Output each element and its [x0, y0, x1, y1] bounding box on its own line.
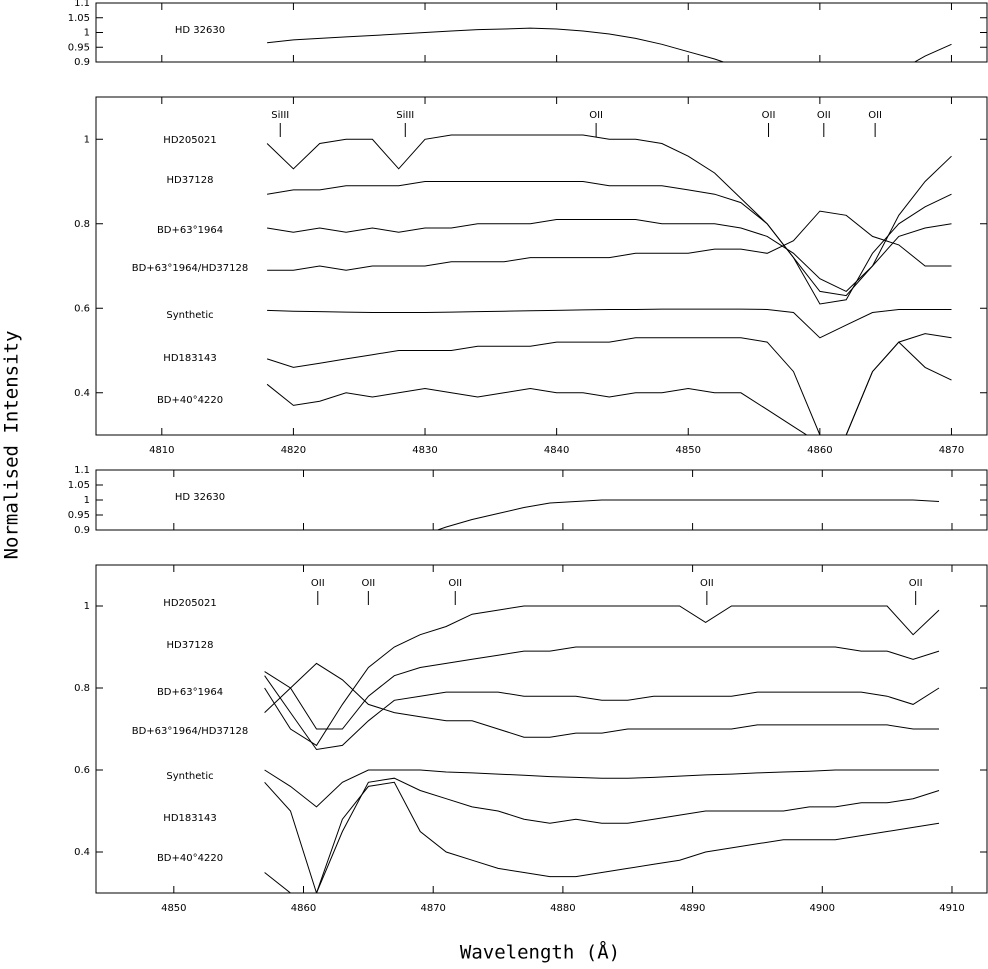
spectrum: [267, 210, 952, 271]
spectrum: [264, 769, 939, 808]
spectrum: [264, 781, 940, 893]
series-label: BD+40°4220: [157, 395, 223, 406]
spectrum: [264, 662, 939, 738]
y-tick-label: 0.6: [74, 303, 90, 314]
series-label: BD+40°4220: [157, 853, 223, 864]
x-tick-label: 4880: [550, 903, 575, 914]
x-tick-label: 4910: [939, 903, 964, 914]
y-axis-label: Normalised Intensity: [1, 331, 23, 560]
x-tick-label: 4820: [281, 445, 306, 456]
spectrum: [266, 134, 952, 297]
series-label: Synthetic: [166, 771, 213, 782]
line-id-label: OII: [909, 578, 923, 589]
x-tick-label: 4860: [291, 903, 316, 914]
line-id-label: OII: [589, 110, 603, 121]
y-tick-label: 1.05: [68, 480, 90, 491]
y-tick-label: 0.9: [74, 525, 90, 536]
line-id-label: SiIII: [396, 110, 414, 121]
series-label: HD37128: [166, 175, 213, 186]
y-tick-label: 0.8: [74, 683, 90, 694]
spectrum: [267, 308, 952, 339]
line-id-label: OII: [311, 578, 325, 589]
spectrum: [264, 605, 940, 747]
line-id-label: OII: [868, 110, 882, 121]
x-tick-label: 4810: [149, 445, 174, 456]
panel-frame: [95, 564, 988, 894]
x-tick-label: 4830: [412, 445, 437, 456]
spectrum: [267, 181, 952, 305]
x-tick-label: 4870: [420, 903, 445, 914]
x-tick-label: 4840: [544, 445, 569, 456]
series-label: HD37128: [166, 640, 213, 651]
series-label: HD 32630: [175, 492, 225, 503]
spectrum: [264, 675, 940, 751]
series-label: BD+63°1964/HD37128: [132, 726, 249, 737]
x-tick-label: 4860: [807, 445, 832, 456]
spectrum: [266, 333, 952, 435]
spectrum: [264, 646, 940, 730]
spectrum: [436, 499, 940, 530]
y-tick-label: 1: [84, 28, 90, 39]
series-label: BD+63°1964: [157, 225, 223, 236]
y-tick-label: 1.05: [68, 13, 90, 24]
y-tick-label: 0.6: [74, 765, 90, 776]
y-tick-label: 0.8: [74, 219, 90, 230]
x-tick-label: 4900: [810, 903, 835, 914]
series-label: HD183143: [163, 813, 216, 824]
y-tick-label: 1: [84, 134, 90, 145]
spectrum: [266, 341, 952, 435]
x-tick-label: 4850: [676, 445, 701, 456]
x-tick-label: 4850: [161, 903, 186, 914]
series-label: HD 32630: [175, 25, 225, 36]
series-label: BD+63°1964: [157, 687, 223, 698]
y-tick-label: 0.4: [74, 847, 90, 858]
y-tick-label: 0.4: [74, 388, 90, 399]
line-id-label: OII: [448, 578, 462, 589]
y-tick-label: 1.1: [74, 465, 90, 476]
line-id-label: OII: [700, 578, 714, 589]
line-id-label: OII: [762, 110, 776, 121]
line-id-label: OII: [817, 110, 831, 121]
x-tick-label: 4890: [680, 903, 705, 914]
series-label: BD+63°1964/HD37128: [132, 263, 249, 274]
y-tick-label: 1: [84, 601, 90, 612]
spectrum: [267, 27, 952, 62]
y-tick-label: 0.9: [74, 57, 90, 68]
series-label: Synthetic: [166, 310, 213, 321]
line-id-label: SiIII: [271, 110, 289, 121]
x-axis-label: Wavelength (Å): [460, 941, 620, 964]
x-tick-label: 4870: [939, 445, 964, 456]
spectrum: [267, 219, 952, 293]
y-tick-label: 1: [84, 495, 90, 506]
series-label: HD205021: [163, 598, 216, 609]
y-tick-label: 1.1: [74, 0, 90, 9]
panel-frame: [95, 96, 988, 436]
spectrum: [264, 777, 940, 893]
y-tick-label: 0.95: [68, 42, 90, 53]
series-label: HD205021: [163, 135, 216, 146]
series-label: HD183143: [163, 353, 216, 364]
panel-frame: [95, 2, 988, 63]
line-id-label: OII: [361, 578, 375, 589]
y-tick-label: 0.95: [68, 510, 90, 521]
